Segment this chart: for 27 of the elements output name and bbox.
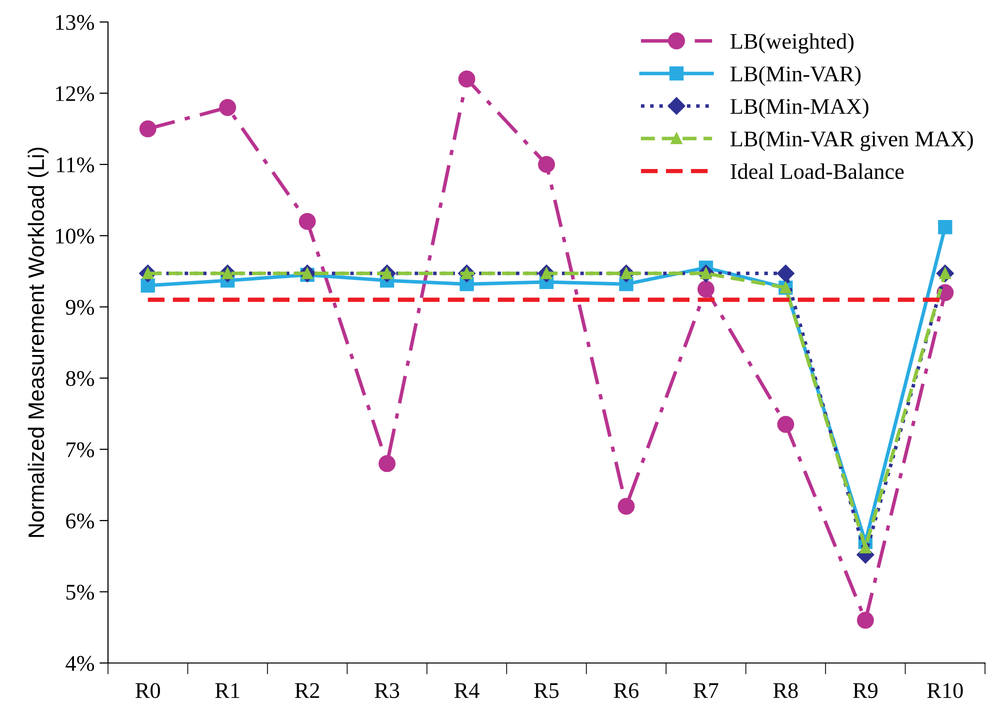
- y-tick-label: 10%: [56, 228, 94, 244]
- x-tick-label: R4: [454, 683, 480, 698]
- x-tick-label: R5: [534, 683, 559, 698]
- legend-label: LB(weighted): [730, 33, 854, 54]
- legend-label: LB(Min-VAR): [730, 66, 861, 86]
- x-tick-label: R1: [215, 683, 240, 698]
- y-tick-label: 13%: [56, 14, 94, 30]
- legend-label: Ideal Load-Balance: [730, 163, 904, 180]
- legend-label: LB(Min-MAX): [730, 98, 868, 118]
- x-tick-label: R2: [294, 683, 320, 698]
- x-tick-label: R3: [374, 683, 400, 698]
- y-tick-label: 12%: [56, 86, 94, 102]
- x-tick-label: R0: [136, 683, 160, 698]
- x-tick-label: R8: [773, 683, 798, 698]
- legend-label: LB(Min-VAR given MAX): [730, 130, 973, 152]
- x-tick-label: R6: [614, 683, 639, 698]
- x-tick-label: R7: [694, 683, 718, 698]
- x-tick-label: R10: [927, 683, 963, 698]
- y-tick-label: 11%: [56, 157, 94, 172]
- y-tick-label: 9%: [66, 300, 94, 315]
- y-tick-label: 7%: [66, 442, 94, 458]
- y-tick-label: 6%: [66, 513, 94, 529]
- y-tick-label: 4%: [66, 656, 94, 671]
- x-tick-label: R9: [853, 683, 878, 698]
- y-tick-label: 5%: [66, 584, 94, 600]
- y-tick-label: 8%: [66, 371, 94, 386]
- y-axis-title: Normalized Measurement Workload (Li): [28, 148, 49, 537]
